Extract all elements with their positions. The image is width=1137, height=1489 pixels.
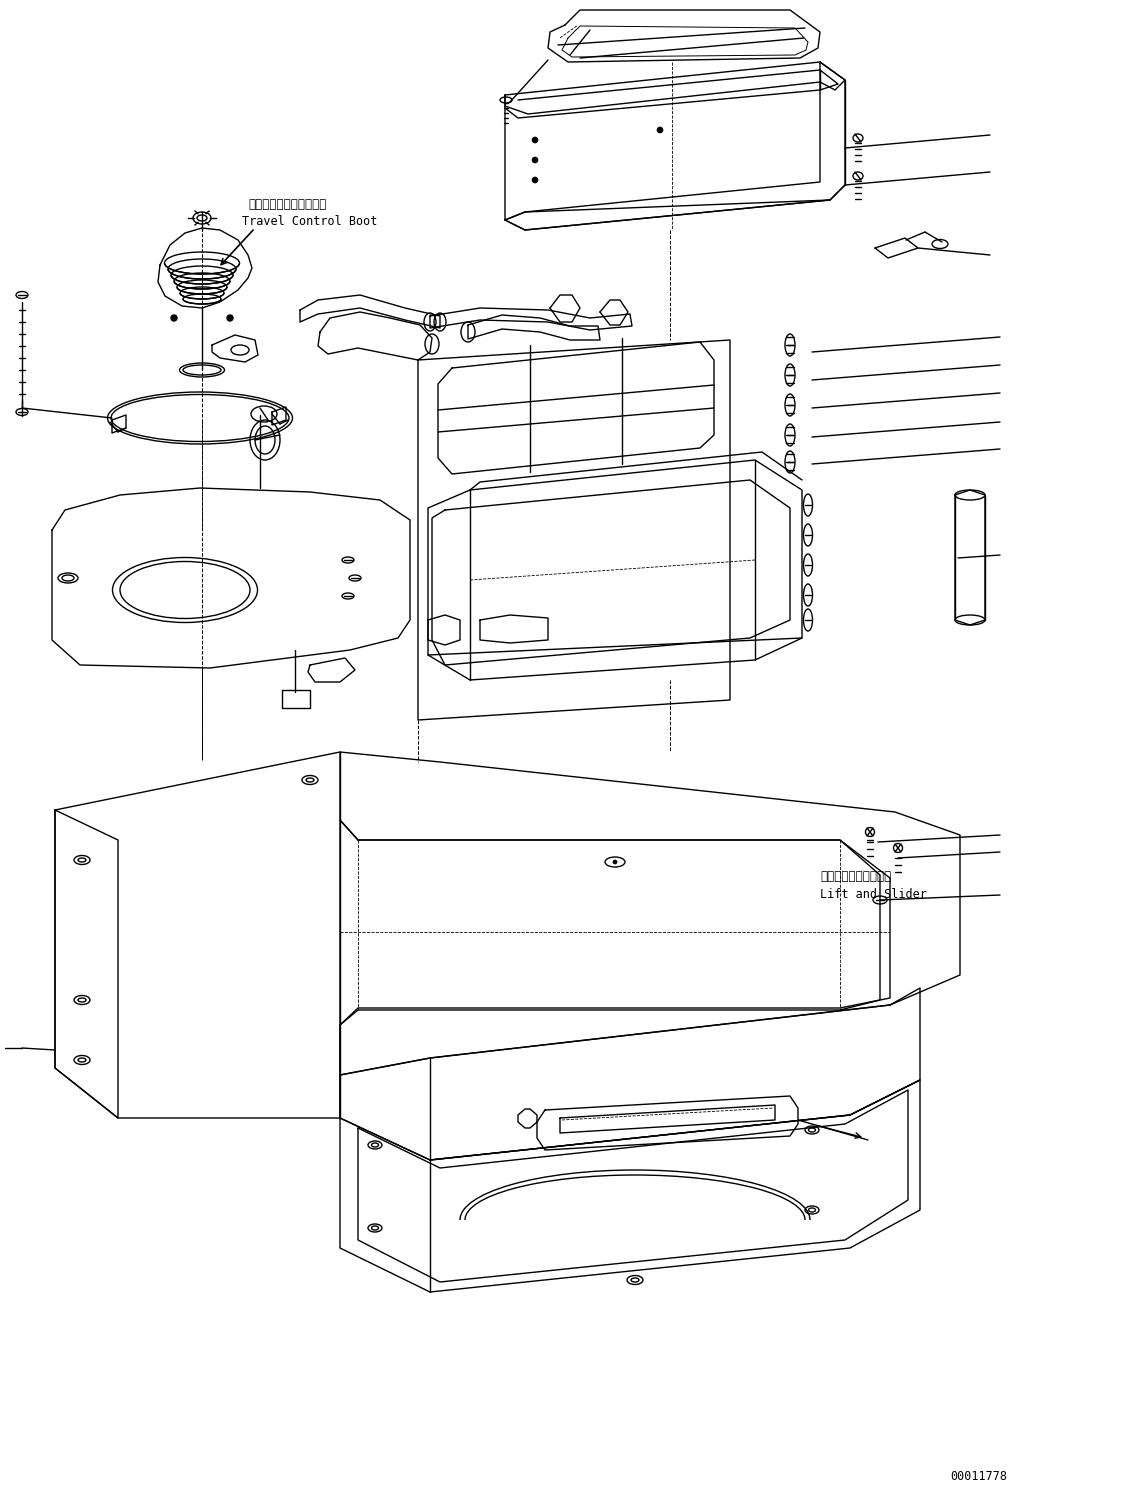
Text: Lift and Slider: Lift and Slider [820, 887, 927, 901]
Ellipse shape [532, 156, 538, 162]
Text: 00011778: 00011778 [951, 1470, 1007, 1483]
Ellipse shape [171, 316, 177, 322]
Ellipse shape [613, 861, 617, 864]
Text: Travel Control Boot: Travel Control Boot [242, 214, 377, 228]
Ellipse shape [532, 137, 538, 143]
Ellipse shape [532, 177, 538, 183]
Ellipse shape [657, 127, 663, 133]
Text: 走行コントロールブート: 走行コントロールブート [248, 198, 326, 211]
Ellipse shape [227, 316, 233, 322]
Text: リフトおよびスライダ: リフトおよびスライダ [820, 870, 891, 883]
